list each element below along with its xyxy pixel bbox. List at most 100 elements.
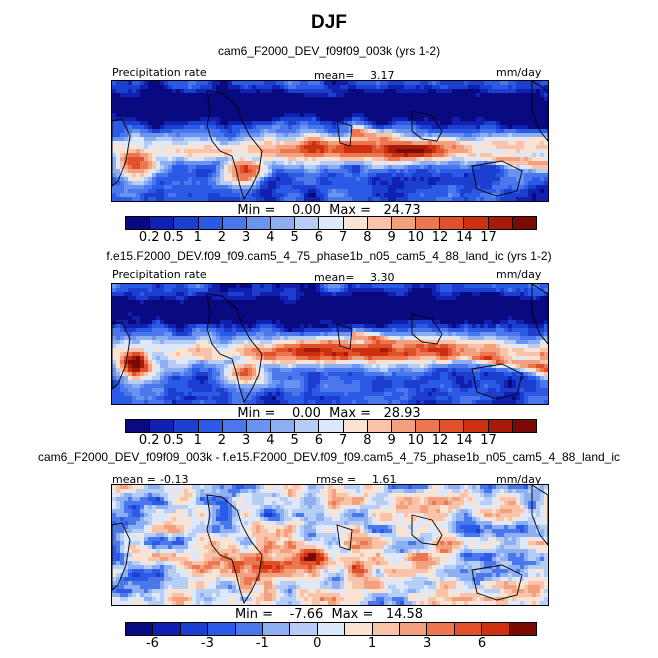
panel3-map	[111, 484, 549, 606]
panel1-units: mm/day	[496, 66, 542, 79]
colorbar-tick-label: 0.2	[138, 433, 160, 448]
colorbar-tick-label: 2	[217, 230, 227, 245]
colorbar-swatch	[482, 623, 510, 635]
colorbar-swatch	[208, 623, 236, 635]
colorbar-tick-label: 3	[242, 433, 251, 448]
colorbar-tick-label: 9	[387, 433, 396, 448]
colorbar-tick-label: -1	[255, 636, 269, 651]
panel1-colorbar-ticks: 0.2 0.5 1 2 3 4 5 6 7 8 9 10 12 14 17	[125, 230, 537, 246]
panel3-colorbar	[125, 622, 537, 636]
colorbar-swatch	[174, 420, 199, 432]
panel3-colorbar-ticks: -6 -3 -1 0 1 3 6	[125, 636, 537, 652]
panel2-min-label: Min =	[237, 406, 276, 421]
panel1-min-label: Min =	[237, 203, 276, 218]
colorbar-swatch	[180, 623, 209, 635]
colorbar-swatch	[509, 623, 537, 635]
colorbar-swatch	[222, 217, 247, 229]
colorbar-swatch	[198, 217, 223, 229]
colorbar-swatch	[295, 217, 320, 229]
panel1-map	[111, 80, 549, 202]
colorbar-swatch	[391, 420, 417, 432]
colorbar-swatch	[126, 420, 151, 432]
colorbar-swatch	[400, 623, 428, 635]
colorbar-swatch	[319, 420, 344, 432]
panel3-map-field	[112, 485, 548, 605]
panel3-mean-label: mean =	[112, 473, 156, 486]
panel2-map-field	[112, 284, 548, 404]
panel2-mean-value: 3.30	[370, 271, 395, 284]
colorbar-tick-label: 4	[266, 230, 275, 245]
colorbar-tick-label: 1	[368, 636, 377, 651]
colorbar-swatch	[126, 217, 151, 229]
colorbar-tick-label: 0.5	[163, 433, 184, 448]
panel2-units: mm/day	[496, 268, 542, 281]
panel1-min-value: 0.00	[291, 203, 321, 218]
panel2-colorbar-ticks: 0.2 0.5 1 2 3 4 5 6 7 8 9 10 12 14 17	[125, 433, 537, 449]
colorbar-swatch	[488, 217, 513, 229]
colorbar-swatch	[290, 623, 318, 635]
colorbar-swatch	[246, 420, 272, 432]
colorbar-swatch	[153, 623, 181, 635]
colorbar-tick-label: 3	[242, 230, 251, 245]
panel2-max-label: Max =	[329, 406, 372, 421]
panel3-units: mm/day	[496, 473, 542, 486]
panel2-colorbar	[125, 419, 537, 433]
colorbar-tick-label: 7	[338, 230, 348, 245]
colorbar-swatch	[454, 623, 483, 635]
colorbar-tick-label: 6	[314, 433, 324, 448]
colorbar-swatch	[271, 420, 296, 432]
colorbar-swatch	[235, 623, 264, 635]
colorbar-swatch	[416, 420, 441, 432]
panel1-mean-label: mean=	[314, 69, 355, 82]
panel3-mean-value: -0.13	[160, 473, 189, 486]
colorbar-tick-label: 14	[456, 230, 473, 245]
colorbar-tick-label: 5	[290, 230, 299, 245]
colorbar-swatch	[440, 217, 465, 229]
colorbar-swatch	[317, 623, 346, 635]
panel3-minmax: Min = -7.66 Max = 14.58	[112, 607, 546, 622]
colorbar-swatch	[271, 217, 296, 229]
colorbar-swatch	[319, 217, 344, 229]
colorbar-swatch	[198, 420, 223, 432]
colorbar-tick-label: 10	[407, 433, 425, 448]
colorbar-swatch	[440, 420, 465, 432]
colorbar-tick-label: 17	[480, 433, 497, 448]
colorbar-swatch	[427, 623, 455, 635]
panel3-max-label: Max =	[331, 607, 374, 622]
colorbar-tick-label: 8	[363, 230, 372, 245]
colorbar-swatch	[416, 217, 441, 229]
colorbar-tick-label: 5	[290, 433, 299, 448]
panel2-mean-label: mean=	[314, 271, 355, 284]
colorbar-swatch	[367, 420, 392, 432]
colorbar-swatch	[512, 420, 536, 432]
colorbar-tick-label: 0.2	[138, 230, 160, 245]
panel1-max-value: 24.73	[383, 203, 421, 218]
colorbar-swatch	[343, 420, 368, 432]
panel2-min-value: 0.00	[291, 406, 321, 421]
colorbar-tick-label: 17	[480, 230, 497, 245]
colorbar-swatch	[222, 420, 247, 432]
colorbar-swatch	[512, 217, 536, 229]
colorbar-swatch	[464, 420, 489, 432]
panel1-field-label: Precipitation rate	[112, 66, 207, 79]
colorbar-tick-label: 14	[456, 433, 473, 448]
panel2-title: f.e15.F2000_DEV.f09_f09.cam5_4_75_phase1…	[106, 249, 552, 263]
colorbar-tick-label: 3	[422, 636, 432, 651]
panel3-title: cam6_F2000_DEV_f09f09_003k - f.e15.F2000…	[38, 450, 620, 464]
panel1-minmax: Min = 0.00 Max = 24.73	[112, 203, 546, 218]
panel1-max-label: Max =	[329, 203, 372, 218]
panel2-map	[111, 283, 549, 405]
colorbar-tick-label: 1	[193, 230, 202, 245]
panel3-min-value: -7.66	[289, 607, 324, 622]
colorbar-swatch	[150, 217, 175, 229]
colorbar-swatch	[150, 420, 175, 432]
colorbar-tick-label: 1	[193, 433, 202, 448]
colorbar-swatch	[174, 217, 199, 229]
colorbar-swatch	[464, 217, 489, 229]
colorbar-tick-label: 0.5	[163, 230, 184, 245]
colorbar-swatch	[295, 420, 320, 432]
colorbar-tick-label: 9	[387, 230, 396, 245]
panel3-rmse-label: rmse =	[316, 473, 357, 486]
figure-title: DJF	[311, 12, 347, 33]
colorbar-swatch	[367, 217, 392, 229]
